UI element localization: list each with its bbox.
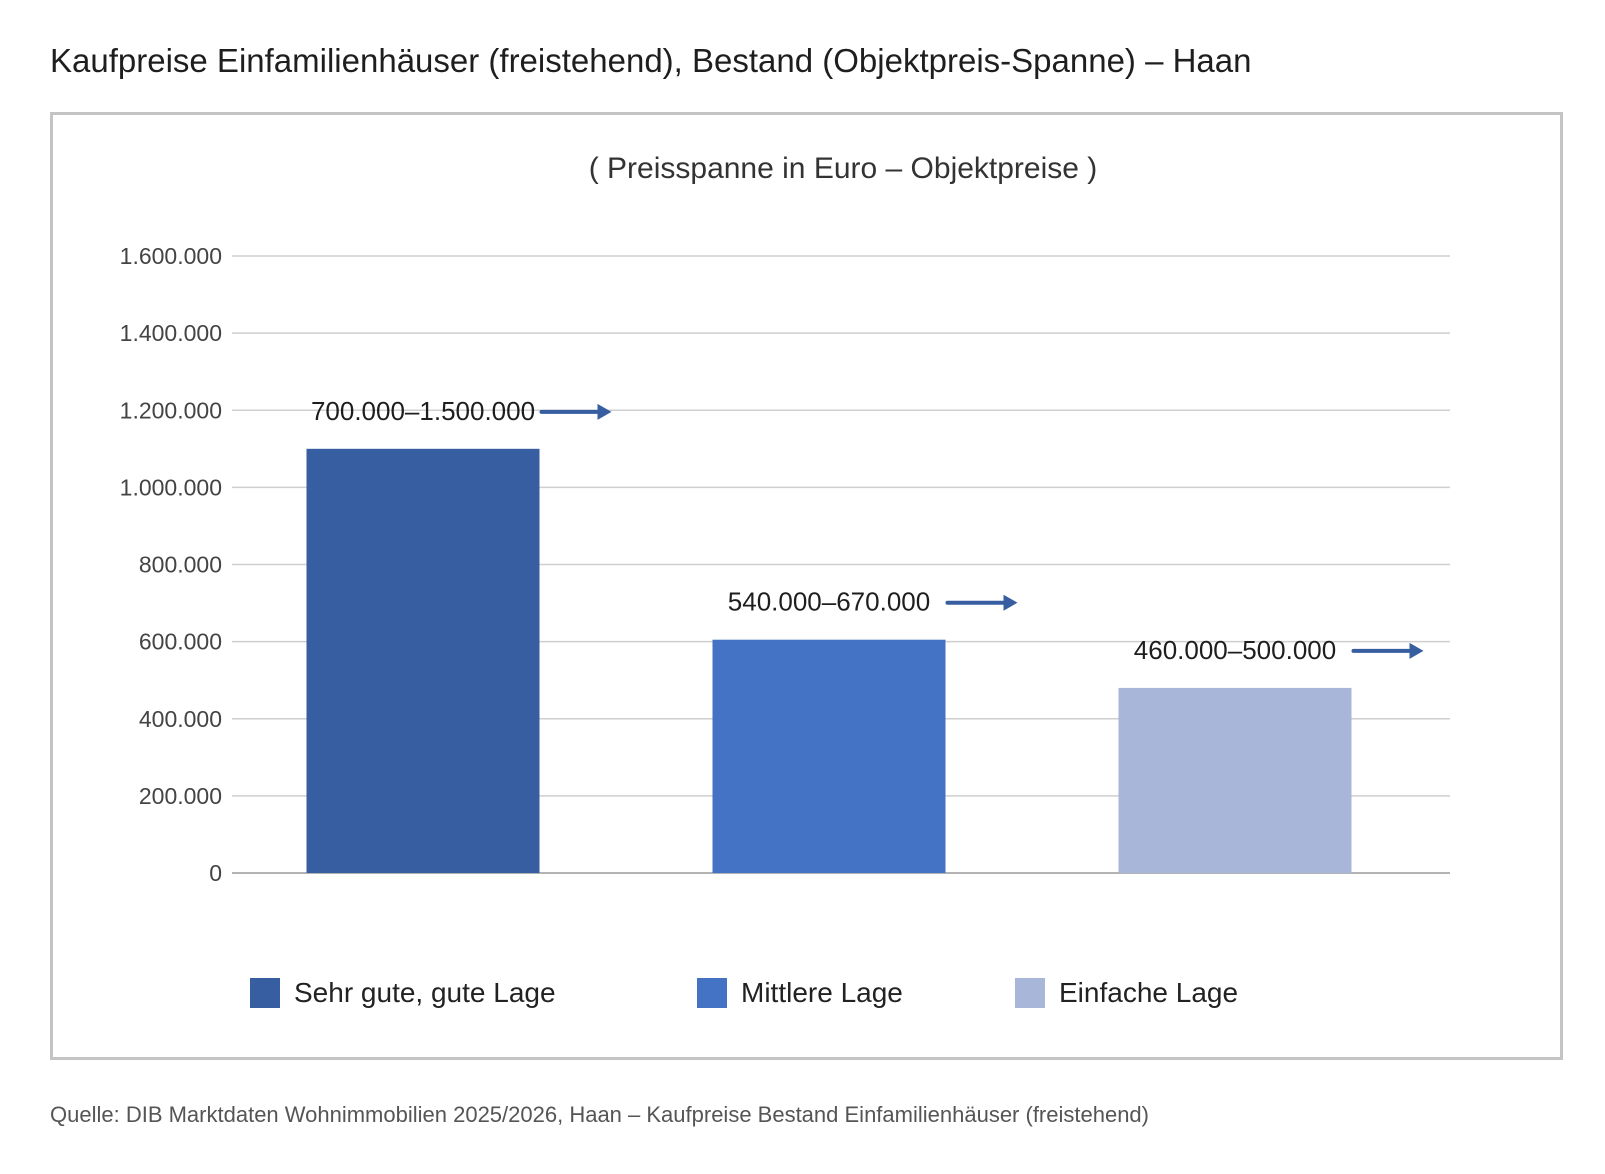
chart-title: ( Preisspanne in Euro – Objektpreise ) xyxy=(589,152,1098,185)
page-title: Kaufpreise Einfamilienhäuser (freistehen… xyxy=(50,42,1252,79)
y-tick-label: 1.000.000 xyxy=(120,474,222,500)
chart-legend: Sehr gute, gute Lage Mittlere Lage Einfa… xyxy=(0,973,1605,1013)
chart-frame xyxy=(50,112,1563,1060)
y-tick-label: 600.000 xyxy=(139,629,222,655)
legend-label: Sehr gute, gute Lage xyxy=(294,977,556,1008)
label-arrow-head xyxy=(1409,642,1424,659)
legend-swatch xyxy=(250,978,280,1008)
data-label: 700.000–1.500.000 xyxy=(311,396,535,426)
legend-item-mittlere-lage: Mittlere Lage xyxy=(697,973,903,1013)
source-note: Quelle: DIB Marktdaten Wohnimmobilien 20… xyxy=(50,1102,1149,1127)
label-arrow-head xyxy=(1003,594,1018,611)
legend-swatch xyxy=(697,978,727,1008)
y-tick-label: 1.400.000 xyxy=(120,320,222,346)
legend-item-einfache-lage: Einfache Lage xyxy=(1015,973,1238,1013)
legend-label: Einfache Lage xyxy=(1059,977,1239,1008)
data-label: 540.000–670.000 xyxy=(728,587,930,617)
y-tick-label: 200.000 xyxy=(139,783,222,809)
y-tick-label: 1.600.000 xyxy=(120,243,222,269)
data-label: 460.000–500.000 xyxy=(1134,635,1336,665)
y-tick-label: 800.000 xyxy=(139,552,222,578)
legend-swatch xyxy=(1015,978,1045,1008)
y-tick-label: 1.200.000 xyxy=(120,397,222,423)
legend-label: Mittlere Lage xyxy=(741,977,903,1008)
label-arrow-head xyxy=(597,403,612,420)
bar xyxy=(712,639,946,873)
y-tick-label: 0 xyxy=(209,860,222,886)
legend-item-sehr-gute-lage: Sehr gute, gute Lage xyxy=(250,973,556,1013)
bar xyxy=(1118,687,1352,873)
y-tick-label: 400.000 xyxy=(139,706,222,732)
bar xyxy=(306,448,540,873)
